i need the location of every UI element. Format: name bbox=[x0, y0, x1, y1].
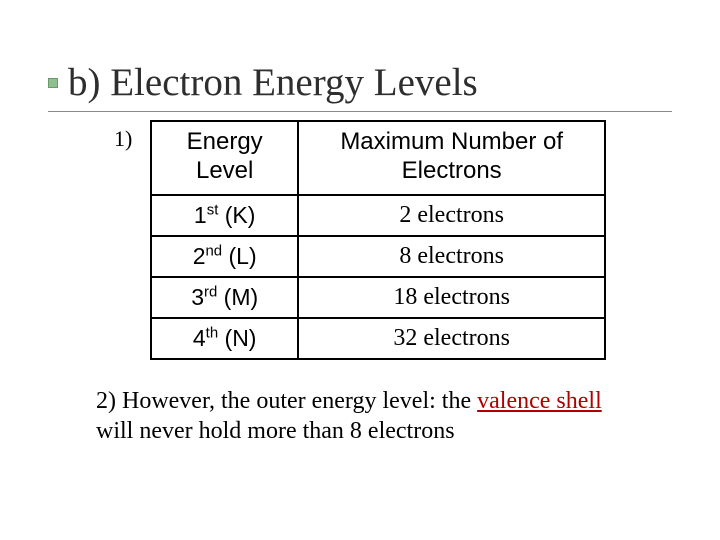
footnote: 2) However, the outer energy level: the … bbox=[48, 386, 672, 446]
table-header-row: Energy Level Maximum Number of Electrons bbox=[151, 121, 605, 195]
title-row: b) Electron Energy Levels bbox=[48, 60, 672, 105]
sup-3: rd bbox=[204, 283, 217, 300]
list-marker-1: 1) bbox=[114, 126, 132, 152]
note-suffix: will never hold more than 8 electrons bbox=[96, 418, 455, 444]
content-row: 1) Energy Level Maximum Number of Electr… bbox=[48, 118, 672, 360]
shell-2: (L) bbox=[222, 243, 257, 269]
slide-title: b) Electron Energy Levels bbox=[68, 60, 478, 105]
cell-level-1: 1st (K) bbox=[151, 195, 298, 236]
table-row: 1st (K) 2 electrons bbox=[151, 195, 605, 236]
ord-3: 3 bbox=[191, 284, 204, 310]
header-energy-level: Energy Level bbox=[151, 121, 298, 195]
slide: b) Electron Energy Levels 1) Energy Leve… bbox=[0, 0, 720, 486]
cell-level-2: 2nd (L) bbox=[151, 236, 298, 277]
ord-2: 2 bbox=[193, 243, 206, 269]
header-max-electrons: Maximum Number of Electrons bbox=[298, 121, 605, 195]
cell-elec-1: 2 electrons bbox=[298, 195, 605, 236]
table-row: 2nd (L) 8 electrons bbox=[151, 236, 605, 277]
cell-level-4: 4th (N) bbox=[151, 318, 298, 359]
table-row: 4th (N) 32 electrons bbox=[151, 318, 605, 359]
cell-elec-2: 8 electrons bbox=[298, 236, 605, 277]
cell-elec-4: 32 electrons bbox=[298, 318, 605, 359]
note-valence: valence shell bbox=[477, 388, 602, 414]
shell-3: (M) bbox=[217, 284, 258, 310]
ord-1: 1 bbox=[194, 202, 207, 228]
ord-4: 4 bbox=[193, 325, 206, 351]
energy-levels-table: Energy Level Maximum Number of Electrons… bbox=[150, 120, 606, 360]
shell-4: (N) bbox=[218, 325, 256, 351]
title-underline bbox=[48, 111, 672, 112]
sup-4: th bbox=[206, 324, 218, 341]
table-row: 3rd (M) 18 electrons bbox=[151, 277, 605, 318]
sup-1: st bbox=[207, 201, 219, 218]
cell-level-3: 3rd (M) bbox=[151, 277, 298, 318]
shell-1: (K) bbox=[218, 202, 255, 228]
note-prefix: 2) However, the outer energy level: the bbox=[96, 388, 477, 414]
square-bullet-icon bbox=[48, 78, 58, 88]
cell-elec-3: 18 electrons bbox=[298, 277, 605, 318]
sup-2: nd bbox=[206, 242, 223, 259]
